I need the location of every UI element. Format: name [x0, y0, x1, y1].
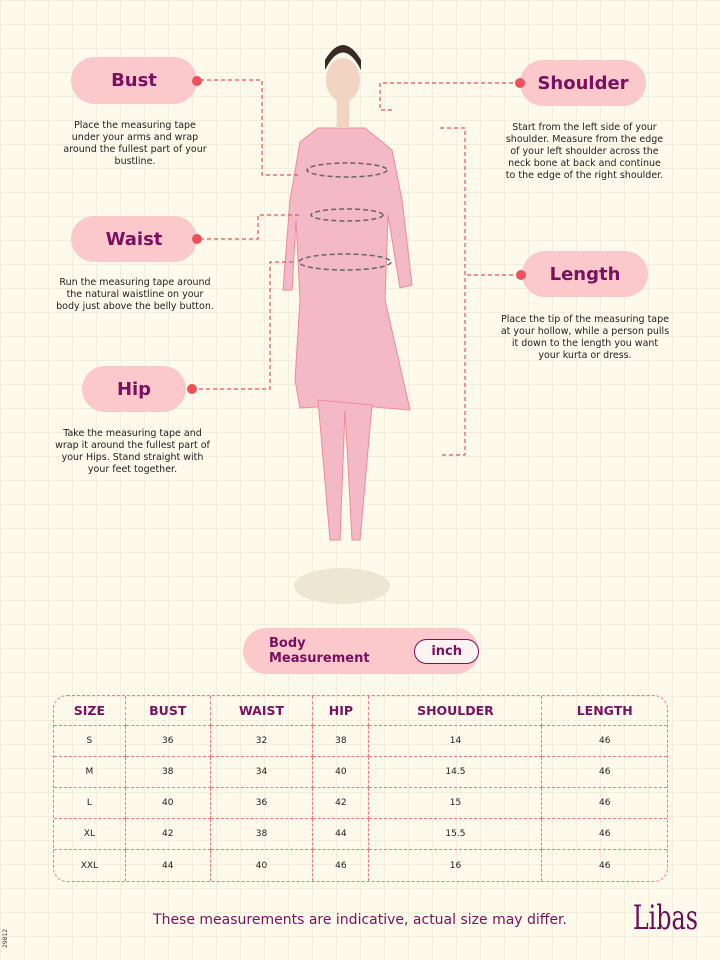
table-cell: 14 [369, 726, 543, 757]
table-row: S 36 32 38 14 46 [54, 726, 667, 757]
hip-description: Take the measuring tape and wrap it arou… [55, 428, 210, 475]
table-cell: 40 [313, 757, 370, 788]
column-header: BUST [125, 696, 211, 726]
table-cell: 36 [210, 788, 314, 819]
table-cell: XL [54, 819, 126, 850]
table-row: L 40 36 42 15 46 [54, 788, 667, 819]
table-cell: 44 [313, 819, 370, 850]
table-cell: 16 [369, 850, 543, 881]
table-cell: 42 [313, 788, 370, 819]
table-row: XXL 44 40 46 16 46 [54, 850, 667, 881]
bust-description: Place the measuring tape under your arms… [63, 120, 207, 167]
column-header: HIP [313, 696, 370, 726]
table-cell: S [54, 726, 126, 757]
table-cell: L [54, 788, 126, 819]
unit-toggle[interactable]: inch [414, 638, 479, 664]
table-cell: 46 [542, 726, 667, 757]
column-header: SIZE [54, 696, 126, 726]
table-cell: 40 [211, 850, 314, 881]
table-cell: 46 [598, 860, 611, 871]
length-description: Place the tip of the measuring tape at y… [500, 314, 670, 361]
table-cell: 40 [125, 788, 211, 819]
table-cell: 15 [369, 788, 543, 819]
body-measurement-title: Body Measurement [269, 636, 370, 666]
waist-marker [192, 234, 202, 244]
hip-marker [187, 384, 197, 394]
bust-marker [192, 76, 202, 86]
disclaimer: These measurements are indicative, actua… [153, 912, 567, 928]
length-marker [516, 270, 526, 280]
table-header-row: SIZE BUST WAIST HIP SHOULDER LENGTH [54, 696, 667, 726]
waist-description: Run the measuring tape around the natura… [56, 277, 214, 312]
shoulder-description: Start from the left side of your shoulde… [505, 122, 664, 181]
length-label: Length [522, 251, 648, 297]
table-cell: M [54, 757, 126, 788]
column-header: LENGTH [542, 696, 667, 726]
table-cell: 14.5 [369, 757, 543, 788]
waist-label: Waist [71, 216, 197, 262]
column-header: WAIST [210, 696, 314, 726]
table-cell: 32 [210, 726, 314, 757]
table-cell: 38 [125, 757, 211, 788]
figure-illustration [192, 45, 520, 604]
table-cell: 42 [125, 819, 211, 850]
table-cell: 15.5 [369, 819, 543, 850]
column-header: SHOULDER [369, 696, 543, 726]
bust-label: Bust [71, 57, 197, 104]
table-cell: 46 [542, 757, 667, 788]
table-cell: 46 [542, 788, 667, 819]
hip-label: Hip [82, 366, 186, 412]
table-cell: 36 [125, 726, 211, 757]
table-cell: 44 [126, 850, 211, 881]
product-code: 29812 [2, 928, 9, 948]
table-cell: 46 [313, 850, 370, 881]
size-chart-table: SIZE BUST WAIST HIP SHOULDER LENGTH S 36 32 38 14… [53, 695, 668, 882]
table-row: XL 42 38 44 15.5 46 [54, 819, 667, 850]
table-cell: 38 [210, 819, 314, 850]
table-row: M 38 34 40 14.5 46 [54, 757, 667, 788]
table-cell: 46 [542, 819, 667, 850]
shoulder-marker [515, 78, 525, 88]
table-cell: 34 [210, 757, 314, 788]
body-measurement-header: Body Measurement inch [243, 628, 479, 674]
table-cell: 38 [313, 726, 370, 757]
shoulder-label: Shoulder [520, 60, 646, 106]
table-cell: XXL [54, 850, 126, 881]
brand-logo: Libas [632, 898, 698, 938]
